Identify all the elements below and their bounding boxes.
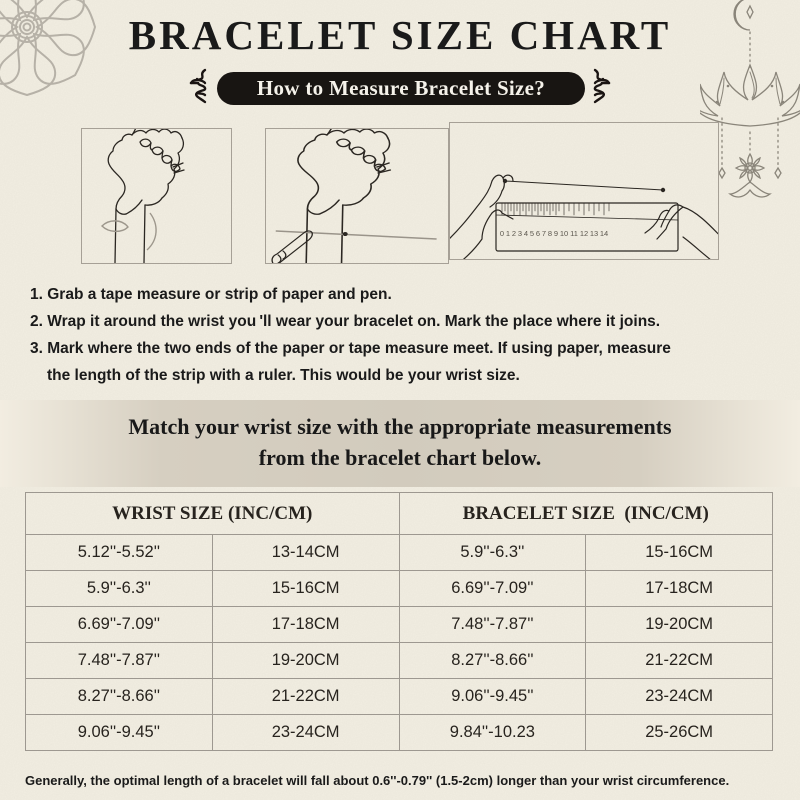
svg-text:11: 11 [570,229,578,238]
svg-text:10: 10 [560,229,568,238]
svg-text:8: 8 [548,229,552,238]
svg-text:7: 7 [542,229,546,238]
svg-text:9: 9 [554,229,558,238]
svg-text:3: 3 [518,229,522,238]
svg-text:2: 2 [512,229,516,238]
svg-text:0: 0 [500,229,504,238]
svg-text:4: 4 [524,229,528,238]
svg-text:13: 13 [590,229,598,238]
svg-text:6: 6 [536,229,540,238]
svg-text:1: 1 [506,229,510,238]
svg-text:5: 5 [530,229,534,238]
svg-text:12: 12 [580,229,588,238]
svg-text:14: 14 [600,229,608,238]
